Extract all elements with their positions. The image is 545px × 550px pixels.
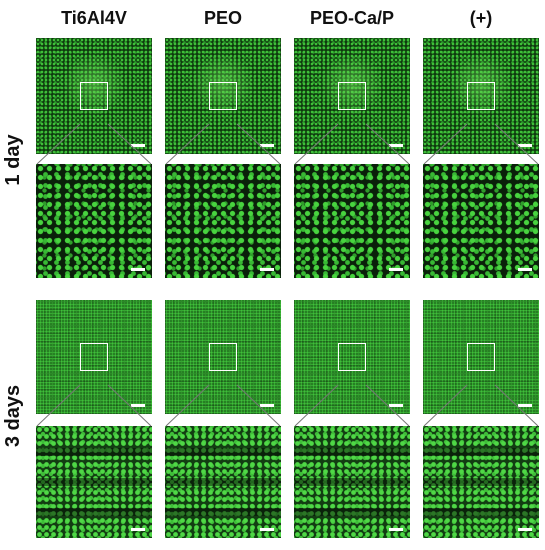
roi-box (209, 343, 237, 371)
roi-box (467, 82, 495, 110)
micrograph-ti6al4v-3days-overview (36, 300, 152, 414)
roi-box (80, 343, 108, 371)
micrograph-peo-1day-overview (165, 38, 281, 154)
scale-bar (260, 404, 274, 407)
column-header-ti6al4v: Ti6Al4V (61, 8, 127, 28)
micrograph-peo-cap-1day-zoom (294, 164, 410, 278)
column-header-positive-control: (+) (469, 8, 493, 28)
roi-box (80, 82, 108, 110)
scale-bar (131, 268, 145, 271)
scale-bar (518, 528, 532, 531)
scale-bar (131, 144, 145, 147)
micrograph-peo-3days-overview (165, 300, 281, 414)
micrograph-positive-3days-zoom (423, 426, 539, 538)
micrograph-peo-3days-zoom (165, 426, 281, 538)
scale-bar (518, 144, 532, 147)
roi-box (209, 82, 237, 110)
roi-box (338, 82, 366, 110)
micrograph-ti6al4v-1day-zoom (36, 164, 152, 278)
scale-bar (389, 144, 403, 147)
micrograph-peo-cap-3days-overview (294, 300, 410, 414)
column-header-peo-cap: PEO-Ca/P (309, 8, 395, 28)
micrograph-positive-1day-overview (423, 38, 539, 154)
micrograph-ti6al4v-3days-zoom (36, 426, 152, 538)
micrograph-peo-1day-zoom (165, 164, 281, 278)
scale-bar (131, 404, 145, 407)
micrograph-peo-cap-3days-zoom (294, 426, 410, 538)
row-label-3-days: 3 days (2, 384, 24, 448)
roi-box (338, 343, 366, 371)
scale-bar (260, 528, 274, 531)
scale-bar (260, 268, 274, 271)
micrograph-ti6al4v-1day-overview (36, 38, 152, 154)
scale-bar (518, 268, 532, 271)
scale-bar (131, 528, 145, 531)
scale-bar (260, 144, 274, 147)
scale-bar (389, 268, 403, 271)
micrograph-peo-cap-1day-overview (294, 38, 410, 154)
micrograph-positive-1day-zoom (423, 164, 539, 278)
scale-bar (389, 404, 403, 407)
micrograph-positive-3days-overview (423, 300, 539, 414)
scale-bar (518, 404, 532, 407)
scale-bar (389, 528, 403, 531)
row-label-1-day: 1 day (2, 134, 24, 186)
roi-box (467, 343, 495, 371)
column-header-peo: PEO (203, 8, 242, 28)
